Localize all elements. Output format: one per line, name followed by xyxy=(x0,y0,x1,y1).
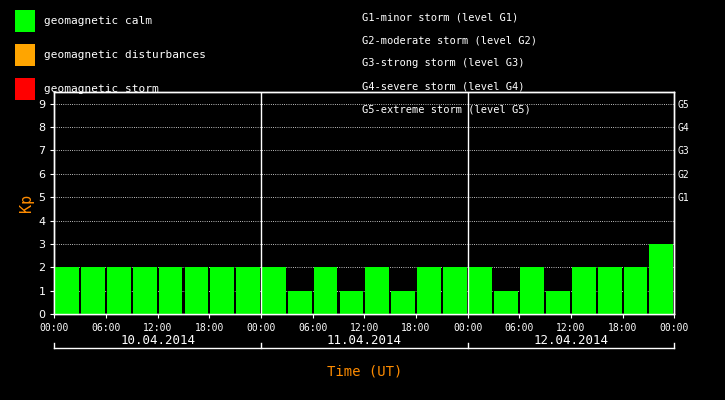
Bar xyxy=(133,267,157,314)
Bar xyxy=(262,267,286,314)
Bar xyxy=(598,267,621,314)
Text: G2-moderate storm (level G2): G2-moderate storm (level G2) xyxy=(362,36,537,46)
Bar xyxy=(624,267,647,314)
Bar xyxy=(650,244,674,314)
Text: geomagnetic disturbances: geomagnetic disturbances xyxy=(44,50,205,60)
Bar xyxy=(159,267,183,314)
Bar xyxy=(81,267,105,314)
Bar xyxy=(185,267,208,314)
Bar xyxy=(468,267,492,314)
Bar xyxy=(546,291,570,314)
Bar xyxy=(572,267,596,314)
Bar xyxy=(210,267,234,314)
Bar xyxy=(494,291,518,314)
Text: 12.04.2014: 12.04.2014 xyxy=(534,334,608,347)
Bar xyxy=(236,267,260,314)
Bar xyxy=(417,267,441,314)
Bar xyxy=(107,267,130,314)
Text: 10.04.2014: 10.04.2014 xyxy=(120,334,195,347)
Bar xyxy=(365,267,389,314)
Text: Time (UT): Time (UT) xyxy=(327,364,402,378)
Bar xyxy=(55,267,79,314)
Bar xyxy=(392,291,415,314)
Bar xyxy=(675,244,699,314)
Bar xyxy=(314,267,337,314)
Bar xyxy=(521,267,544,314)
Text: geomagnetic storm: geomagnetic storm xyxy=(44,84,158,94)
Bar xyxy=(288,291,312,314)
Y-axis label: Kp: Kp xyxy=(19,194,34,212)
Text: G5-extreme storm (level G5): G5-extreme storm (level G5) xyxy=(362,104,531,114)
Bar xyxy=(339,291,363,314)
Text: geomagnetic calm: geomagnetic calm xyxy=(44,16,152,26)
Text: G4-severe storm (level G4): G4-severe storm (level G4) xyxy=(362,81,525,91)
Bar xyxy=(443,267,467,314)
Text: G1-minor storm (level G1): G1-minor storm (level G1) xyxy=(362,13,519,23)
Text: G3-strong storm (level G3): G3-strong storm (level G3) xyxy=(362,58,525,68)
Text: 11.04.2014: 11.04.2014 xyxy=(327,334,402,347)
